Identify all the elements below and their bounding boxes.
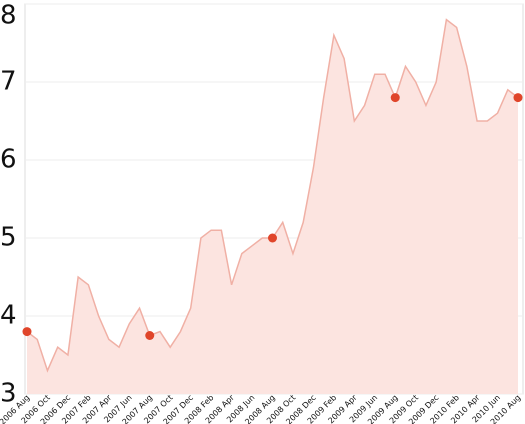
marker	[145, 331, 155, 340]
marker	[268, 233, 277, 243]
y-tick-label: 6	[0, 145, 17, 175]
area	[27, 19, 518, 394]
y-tick-label: 4	[0, 301, 17, 331]
y-tick-label: 3	[0, 379, 17, 409]
marker	[513, 93, 523, 103]
y-tick-label: 8	[0, 1, 17, 31]
marker	[22, 327, 32, 337]
marker	[390, 93, 400, 103]
y-tick-label: 7	[0, 67, 17, 97]
y-tick-label: 5	[0, 223, 17, 253]
